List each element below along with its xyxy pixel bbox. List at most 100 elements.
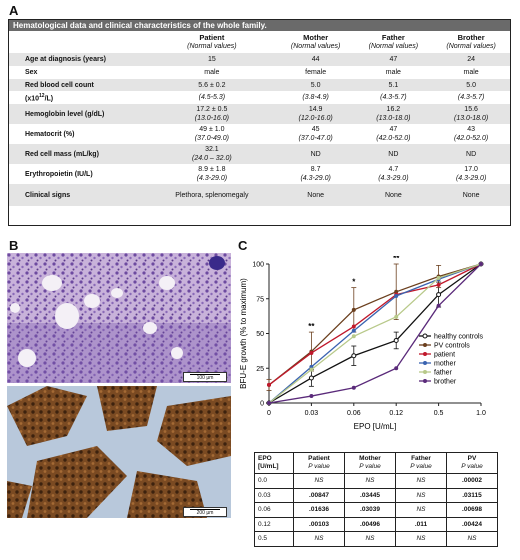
data-point (267, 382, 271, 387)
series-patient (267, 262, 483, 387)
legend-swatch-marker (423, 352, 427, 356)
p-table-cell: 0.03 (254, 487, 294, 503)
data-point (351, 353, 357, 359)
series-line (268, 263, 482, 404)
data-point (394, 314, 399, 319)
data-point (436, 275, 441, 280)
p-table-cell: .00002 (446, 473, 498, 489)
data-point (308, 375, 314, 381)
data-point (309, 364, 314, 369)
p-table-cell: NS (344, 473, 396, 489)
significance-marker: ** (393, 256, 400, 263)
p-table-cell: .00496 (344, 516, 396, 532)
p-table-cell: NS (395, 502, 447, 518)
x-tick-label: 1.0 (476, 410, 486, 417)
legend-label: patient (434, 352, 455, 359)
p-table-cell: 0.5 (254, 531, 294, 547)
y-tick-label: 100 (252, 262, 264, 269)
scale-bar-200: 200 µm (183, 507, 227, 517)
data-point (394, 289, 399, 294)
series-line (268, 263, 482, 404)
legend-swatch-marker (423, 370, 427, 374)
data-point (351, 385, 356, 390)
data-point (351, 324, 356, 329)
legend-swatch-marker (423, 343, 427, 347)
row-sex: Sex male female male male (25, 69, 479, 76)
p-table-cell: .03115 (446, 487, 498, 503)
p-table-cell: NS (395, 531, 447, 547)
data-point (351, 328, 356, 333)
p-table-cell: NS (344, 531, 396, 547)
row-clinical-signs: Clinical signs Plethora, splenomegaly Non… (9, 184, 510, 206)
p-table-cell: .00103 (293, 516, 345, 532)
significance-marker: ** (308, 322, 315, 331)
col-patient: Patient (Normal values) (187, 33, 237, 50)
p-table-cell: .00424 (446, 516, 498, 532)
y-tick-label: 75 (256, 296, 264, 303)
legend-swatch-marker (422, 333, 428, 339)
p-table-row: 0.5 NS NS NS NS (254, 531, 498, 547)
p-table-cell: .03039 (344, 502, 396, 518)
p-table-cell: .00847 (293, 487, 345, 503)
y-tick-label: 25 (256, 366, 264, 373)
ihc-stain-texture (7, 386, 231, 518)
col-father: Father (Normal values) (368, 33, 419, 50)
x-axis-label: EPO [U/mL] (354, 422, 397, 431)
p-table-row: 0.12.00103.00496.011.00424 (254, 516, 498, 532)
data-point (436, 303, 441, 308)
data-point (309, 350, 314, 355)
p-table-cell: 0.12 (254, 516, 294, 532)
series-line (268, 263, 482, 386)
data-point (479, 262, 483, 266)
row-red-cell-mass: Red cell mass (mL/kg) 32.1 (24.0 – 32.0) … (9, 144, 510, 164)
p-table-cell: 0.0 (254, 473, 294, 489)
panel-letter-c: C (238, 238, 248, 253)
series-line (268, 263, 482, 404)
table-caption: Hematological data and clinical characte… (9, 20, 510, 31)
legend-label: PV controls (434, 343, 470, 350)
legend-label: healthy controls (434, 334, 484, 341)
legend-label: brother (434, 379, 457, 386)
legend-label: father (434, 370, 453, 377)
data-point (436, 292, 442, 298)
col-mother: Mother (Normal values) (290, 33, 341, 50)
scale-bar-100: 100 µm (183, 372, 227, 382)
p-table-header: EPO [U/mL] Patient P value Mother P value F… (254, 452, 498, 474)
x-tick-label: 0.12 (389, 410, 403, 417)
p-table-cell: NS (395, 473, 447, 489)
legend-label: mother (434, 361, 456, 368)
x-tick-label: 0.03 (305, 410, 319, 417)
p-table-cell: NS (293, 531, 345, 547)
series-line (268, 263, 482, 386)
p-table-cell: .011 (395, 516, 447, 532)
legend-swatch-marker (423, 379, 427, 383)
row-hematocrit: Hematocrit (%) 49 ± 1.0 (37.0-49.0) 45 (37… (25, 126, 489, 142)
x-tick-label: 0.06 (347, 410, 361, 417)
y-tick-label: 0 (260, 401, 264, 408)
panel-letter-a: A (9, 3, 19, 18)
p-table-row: 0.0 NS NS NS .00002 (254, 473, 498, 489)
bone-marrow-ihc-image: 200 µm (7, 386, 231, 518)
row-rbc: Red blood cell count 5.6 ± 0.2 5.0 5.1 5.0 (9, 79, 510, 91)
p-value-table: EPO [U/mL] Patient P value Mother P value F… (254, 452, 498, 547)
p-table-cell: .00698 (446, 502, 498, 518)
p-table-cell: .01636 (293, 502, 345, 518)
p-table-row: 0.06.01636.03039 NS .00698 (254, 502, 498, 518)
col-brother: Brother (Normal values) (446, 33, 496, 50)
y-tick-label: 50 (256, 331, 264, 338)
data-point (351, 307, 356, 312)
row-rbc-normals: (x1012/L) (4.5-5.3) (3.8-4.9) (4.3-5.7) (4… (25, 92, 485, 103)
panel-letter-b: B (9, 238, 19, 253)
y-axis-label: BFU-E growth (% to maximum) (239, 278, 248, 389)
he-stain-texture (7, 253, 231, 383)
data-point (394, 366, 399, 371)
p-table-cell: NS (293, 473, 345, 489)
row-erythropoietin: Erythropoietin (IU/L) 8.9 ± 1.8 (4.3-29.0… (25, 166, 487, 182)
hematology-table: Hematological data and clinical characte… (8, 19, 511, 226)
series-brother (267, 262, 483, 405)
bfu-e-growth-chart: 0 25 50 75 100 0 0.03 0.06 0.12 0.5 1.0 EPO [U/mL] B… (239, 256, 486, 431)
p-table-cell: .03445 (344, 487, 396, 503)
x-tick-label: 0.5 (434, 410, 444, 417)
data-point (436, 282, 441, 287)
data-point (351, 334, 356, 339)
